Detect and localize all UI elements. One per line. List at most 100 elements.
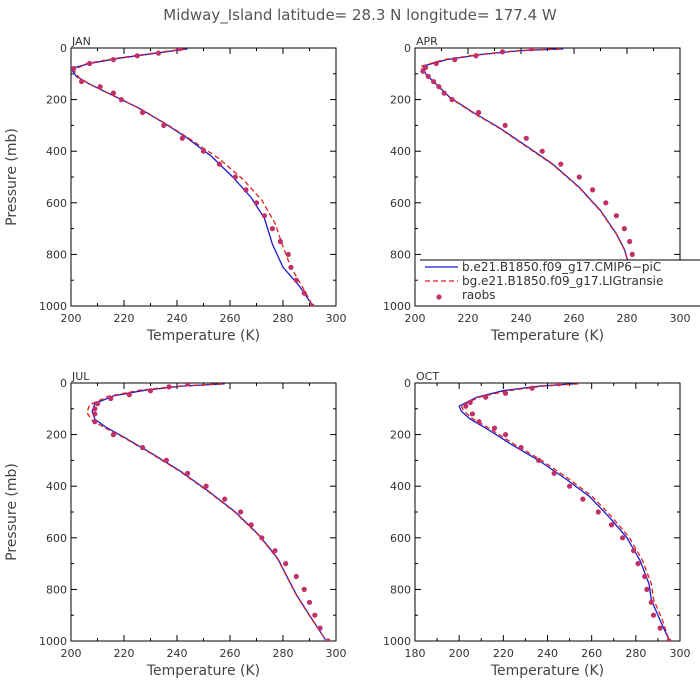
raobs-point [619, 535, 626, 541]
raobs-point [449, 97, 455, 103]
legend-raobs-marker [436, 294, 442, 300]
raobs-series [420, 48, 657, 306]
raobs-point [644, 586, 650, 593]
y-tick-label: 200 [390, 429, 411, 442]
raobs-point [523, 135, 529, 141]
y-tick-label: 800 [390, 248, 411, 261]
raobs-point [288, 264, 294, 270]
y-tick-label: 400 [390, 145, 411, 158]
panels-group: 200 220 240 260 280 300 0 200 400 600 800 1000 JAN Te… [4, 35, 691, 679]
raobs-point [518, 444, 524, 451]
raobs-point [301, 290, 307, 296]
y-tick-label: 600 [46, 532, 67, 545]
y-tick-label: 0 [60, 42, 67, 55]
cmip6-line [458, 383, 670, 640]
x-tick-label: 240 [167, 312, 188, 325]
raobs-point [589, 187, 596, 193]
raobs-point [92, 419, 98, 425]
x-axis-label: Temperature (K) [146, 328, 260, 344]
raobs-point [79, 78, 85, 85]
raobs-point [301, 586, 307, 593]
raobs-point [430, 78, 437, 85]
raobs-point [657, 625, 663, 631]
x-tick-label: 240 [167, 647, 188, 660]
raobs-point [441, 90, 447, 96]
raobs-point [185, 383, 191, 387]
y-tick-label: 1000 [383, 300, 411, 313]
figure-title: Midway_Island latitude= 28.3 N longitude… [163, 6, 557, 25]
raobs-point [558, 161, 564, 167]
x-tick-label: 260 [564, 312, 585, 325]
panel-title: JUL [71, 370, 90, 383]
raobs-point [576, 174, 582, 180]
raobs-point [306, 599, 313, 605]
raobs-point [161, 122, 167, 128]
raobs-point [285, 251, 291, 257]
raobs-point [272, 548, 278, 554]
plot-frame [414, 382, 681, 642]
y-tick-label: 400 [46, 145, 67, 158]
ligtransient-line [86, 383, 326, 641]
raobs-point [433, 60, 439, 67]
raobs-point [491, 425, 498, 431]
raobs-point [476, 109, 482, 116]
raobs-point [642, 573, 648, 580]
raobs-point [635, 561, 641, 567]
raobs-series [463, 383, 672, 641]
raobs-point [110, 432, 116, 438]
raobs-point [502, 390, 509, 396]
y-axis-label: Pressure (mb) [4, 463, 20, 561]
x-tick-label: 220 [458, 312, 479, 325]
raobs-point [483, 394, 489, 400]
y-axis-label: Pressure (mb) [4, 128, 20, 226]
raobs-point [269, 226, 275, 232]
cmip6-line [91, 383, 326, 641]
x-axis-label: Temperature (K) [490, 328, 604, 344]
raobs-point [222, 496, 228, 502]
raobs-point [203, 483, 209, 489]
raobs-point [179, 135, 185, 141]
panel-jan: 200 220 240 260 280 300 0 200 400 600 800 1000 JAN Te… [4, 35, 347, 344]
raobs-point [595, 509, 601, 515]
y-tick-label: 800 [390, 583, 411, 596]
panel-oct: 180 200 220 240 260 280 300 0 200 400 600 800 1000 OC… [383, 370, 691, 679]
raobs-point [293, 573, 299, 580]
raobs-point [317, 625, 323, 631]
raobs-point [452, 57, 458, 63]
raobs-point [529, 385, 535, 391]
raobs-point [529, 48, 535, 52]
raobs-point [627, 238, 633, 245]
x-tick-label: 300 [326, 647, 347, 660]
raobs-point [200, 148, 207, 154]
raobs-point [71, 66, 77, 72]
x-tick-label: 280 [617, 312, 638, 325]
raobs-point [94, 401, 101, 407]
raobs-point [473, 53, 479, 59]
raobs-point [551, 470, 557, 476]
raobs-point [92, 406, 98, 412]
raobs-point [631, 548, 637, 554]
y-tick-label: 800 [46, 583, 67, 596]
raobs-point [467, 399, 473, 405]
y-tick-label: 0 [404, 377, 411, 390]
plot-frame [70, 47, 337, 307]
x-tick-label: 200 [449, 647, 470, 660]
panel-title: JAN [71, 35, 91, 48]
ligtransient-line [419, 48, 657, 306]
y-tick-label: 400 [390, 480, 411, 493]
x-tick-label: 200 [405, 312, 426, 325]
panel-title: OCT [416, 370, 439, 383]
raobs-point [312, 612, 318, 618]
raobs-point [139, 444, 146, 451]
raobs-series [92, 383, 331, 641]
raobs-point [185, 470, 191, 476]
x-tick-label: 260 [220, 647, 241, 660]
raobs-point [134, 53, 140, 59]
x-axis-label: Temperature (K) [490, 663, 604, 679]
raobs-point [166, 384, 172, 390]
y-tick-label: 600 [390, 532, 411, 545]
x-tick-label: 280 [273, 647, 294, 660]
raobs-point [86, 60, 93, 67]
y-tick-label: 1000 [383, 635, 411, 648]
